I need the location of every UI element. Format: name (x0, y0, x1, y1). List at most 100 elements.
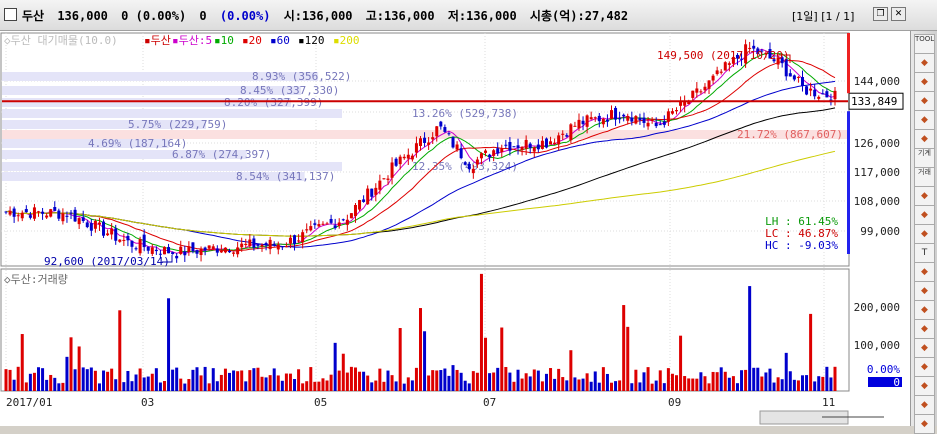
candle-body (130, 240, 134, 247)
bar-chart-icon[interactable]: ◆ (914, 129, 935, 149)
price-chart[interactable]: 8.93% (356,522)8.45% (337,330)8.20% (327… (0, 31, 910, 426)
range-bar-up (847, 33, 850, 94)
volume-bar (37, 367, 41, 391)
text-icon[interactable]: ◆ (914, 262, 935, 282)
candle-body (183, 251, 187, 256)
candle-body (683, 101, 687, 106)
restore-button[interactable]: ❐ (873, 7, 888, 21)
volume-bar (435, 370, 439, 391)
x-axis-label: 07 (483, 396, 496, 409)
candle-body (410, 155, 414, 160)
candle-body (748, 47, 752, 49)
volume-bar (439, 370, 443, 391)
candle-body (569, 124, 573, 141)
legend-item: ▪두산 (144, 34, 171, 47)
fork-icon[interactable]: ◆ (914, 300, 935, 320)
volume-bar (634, 369, 638, 391)
candle-body (593, 117, 597, 119)
volume-bar (609, 382, 613, 391)
overhang-label: 21.72% (867,607) (737, 128, 843, 141)
stock-name: 두산 (22, 9, 45, 23)
candle-body (16, 215, 20, 217)
volume-icon[interactable]: ◆ (914, 186, 935, 206)
grid-icon[interactable]: ◆ (914, 376, 935, 396)
candle-body (390, 162, 394, 178)
overhang-label: 6.87% (274,397) (172, 148, 271, 161)
volume-bar (638, 382, 642, 391)
x-axis-label: 11 (822, 396, 835, 409)
lc-stat: LC : 46.87% (765, 227, 838, 240)
candle-body (597, 115, 601, 122)
volume-bar (479, 273, 483, 391)
volume-bar (293, 379, 297, 391)
pen-icon[interactable]: ◆ (914, 72, 935, 92)
lh-stat: LH : 61.45% (765, 215, 838, 228)
candle-body (821, 93, 825, 95)
cross-icon[interactable]: T (914, 243, 935, 263)
hand-icon[interactable]: ◆ (914, 205, 935, 225)
overhang-label: 5.75% (229,759) (128, 118, 227, 131)
high-price: 고:136,000 (365, 9, 435, 23)
candle-body (228, 251, 232, 253)
x-axis-label: 03 (141, 396, 154, 409)
close-button[interactable]: ✕ (891, 7, 906, 21)
candle-body (382, 178, 386, 180)
candle-body (73, 209, 77, 222)
price-icon[interactable]: 거래 (914, 167, 935, 187)
candle-body (268, 239, 272, 250)
volume-bar (366, 375, 370, 391)
candle-body (609, 110, 613, 119)
lightning-icon[interactable]: ◆ (914, 281, 935, 301)
volume-bar (118, 310, 122, 391)
magnifier-icon[interactable]: ◆ (914, 338, 935, 358)
eraser-icon[interactable]: ◆ (914, 91, 935, 111)
square-icon[interactable]: ◆ (914, 357, 935, 377)
volume-bar (805, 375, 809, 391)
candle-body (833, 90, 837, 100)
volume-bar (484, 337, 488, 391)
legend-item: ▪10 (214, 34, 234, 47)
arrow-icon[interactable]: ◆ (914, 224, 935, 244)
candle-body (293, 235, 297, 244)
volume-bar (41, 368, 45, 391)
volume-bar (752, 367, 756, 391)
volume-bar (658, 370, 662, 391)
fib-icon[interactable]: ◆ (914, 414, 935, 434)
candle-body (727, 63, 731, 65)
candle-body (406, 154, 410, 159)
overhang-bar (2, 172, 305, 181)
candle-body (272, 243, 276, 245)
volume-bar (626, 326, 630, 391)
candle-body (691, 90, 695, 98)
magnifier-plus-icon[interactable]: ◆ (914, 319, 935, 339)
magnet-icon[interactable]: ◆ (914, 110, 935, 130)
search-icon[interactable]: ◆ (914, 53, 935, 73)
select-checkbox[interactable] (4, 8, 17, 21)
circle-icon[interactable]: ◆ (914, 395, 935, 415)
chart-area[interactable]: 8.93% (356,522) 8.45% (337,330) 8.20% (327… (0, 31, 910, 426)
candle-body (122, 239, 126, 241)
candle-body (362, 199, 366, 202)
candle-body (809, 88, 813, 91)
volume-bar (475, 372, 479, 391)
candle-body (248, 239, 252, 247)
line-chart-icon[interactable]: 기계 (914, 148, 935, 168)
candle-body (707, 80, 711, 89)
candle-body (321, 223, 325, 225)
volume-bar (748, 286, 752, 391)
volume-bar (244, 381, 248, 391)
price-axis-label: 99,000 (860, 225, 900, 238)
candle-body (561, 133, 565, 135)
volume-bar (829, 377, 833, 391)
volume-bar (394, 381, 398, 391)
volume-bar (459, 372, 463, 391)
legend-item: ▪20 (242, 34, 262, 47)
volume-bar (223, 368, 227, 391)
low-price: 저:136,000 (447, 9, 517, 23)
volume-bar (337, 370, 341, 391)
overhang-label: 13.26% (529,738) (412, 107, 518, 120)
volume-bar (557, 368, 561, 391)
price-panel (0, 32, 850, 267)
tool-button[interactable]: TOOL (914, 34, 935, 54)
ma-line-160 (5, 150, 836, 237)
